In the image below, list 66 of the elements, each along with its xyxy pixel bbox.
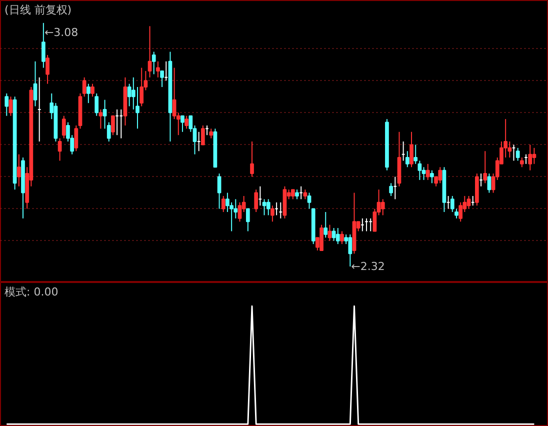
candlestick	[466, 195, 471, 210]
candlestick	[324, 212, 328, 238]
candlestick	[156, 60, 160, 78]
candlestick	[295, 189, 299, 200]
candlestick	[160, 70, 164, 88]
candlestick	[201, 124, 205, 146]
candlestick	[430, 170, 434, 184]
candlestick	[328, 224, 332, 242]
candlestick	[4, 92, 9, 116]
candlestick	[418, 160, 422, 180]
candlestick	[86, 83, 90, 104]
candlestick	[58, 138, 62, 162]
candlestick	[42, 22, 46, 68]
candlestick	[238, 202, 242, 222]
candlestick	[438, 166, 442, 184]
chart-title: (日线 前复权)	[4, 4, 72, 16]
candlestick	[254, 189, 258, 212]
candlestick	[33, 60, 38, 107]
candlestick	[532, 147, 536, 164]
candlestick	[94, 92, 99, 116]
candlestick	[46, 54, 50, 84]
candlestick	[336, 228, 340, 245]
candlestick	[209, 128, 214, 139]
candlestick	[152, 51, 156, 75]
candlestick	[180, 115, 184, 132]
candlestick	[184, 115, 189, 130]
annotation: ←3.08	[44, 26, 78, 39]
candlestick	[389, 182, 393, 196]
candlestick	[98, 108, 103, 130]
candlestick	[454, 208, 458, 219]
candlestick	[111, 115, 115, 136]
candlestick	[422, 166, 426, 180]
candlestick	[140, 67, 144, 107]
candlestick	[8, 96, 13, 116]
candlestick	[483, 150, 488, 184]
candlestick	[450, 195, 454, 212]
candlestick	[426, 163, 430, 180]
candlestick	[217, 173, 222, 210]
candlestick	[332, 228, 336, 242]
candlestick	[348, 234, 352, 267]
candlestick	[221, 195, 226, 212]
candlestick	[74, 124, 78, 152]
candlestick	[90, 83, 94, 98]
candlestick	[303, 189, 308, 200]
candlestick	[262, 198, 266, 216]
annotation: ←2.32	[351, 260, 385, 273]
candlestick	[62, 115, 66, 139]
candlestick	[405, 150, 410, 168]
candlestick	[520, 157, 524, 168]
candlestick	[516, 147, 520, 162]
candlestick	[82, 76, 86, 98]
candlestick	[246, 208, 250, 232]
candlestick	[270, 205, 274, 222]
candlestick	[266, 198, 270, 216]
chart-title: 模式: 0.00	[4, 286, 58, 298]
candlestick	[487, 173, 492, 194]
candlestick	[172, 67, 176, 120]
candlestick	[380, 198, 385, 216]
candlestick	[148, 26, 152, 78]
candlestick	[320, 224, 324, 251]
candlestick	[16, 154, 21, 187]
candlestick	[250, 141, 254, 178]
candlestick	[410, 131, 414, 168]
candlestick	[340, 230, 344, 245]
candlestick	[290, 189, 295, 200]
candlestick	[528, 144, 532, 171]
